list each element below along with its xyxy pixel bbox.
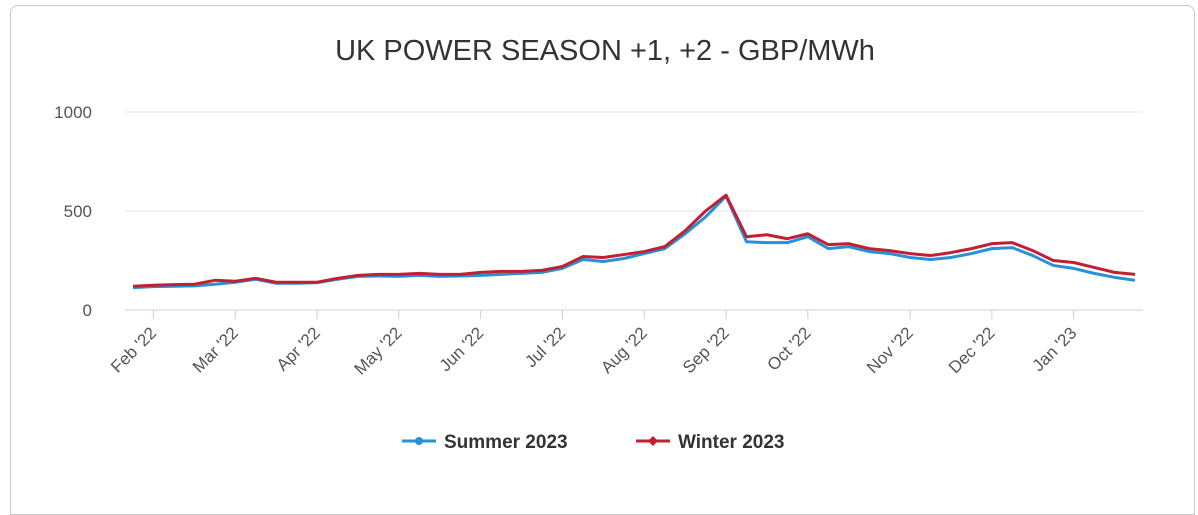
- x-tick-label: Aug '22: [597, 323, 651, 377]
- legend-label: Summer 2023: [444, 432, 568, 453]
- x-tick-label: Dec '22: [945, 323, 999, 377]
- x-tick-label: Jun '22: [436, 323, 488, 375]
- x-tick-label: Apr '22: [273, 323, 324, 374]
- legend-marker: [415, 437, 423, 445]
- x-tick-label: Jul '22: [521, 323, 569, 371]
- y-tick-label: 500: [64, 202, 92, 221]
- legend-marker: [648, 436, 658, 446]
- y-tick-label: 1000: [54, 103, 92, 122]
- legend-label: Winter 2023: [678, 432, 785, 453]
- x-tick-label: Feb '22: [107, 323, 160, 376]
- x-tick-label: Oct '22: [764, 323, 815, 374]
- chart-title: UK POWER SEASON +1, +2 - GBP/MWh: [335, 35, 875, 67]
- x-tick-label: May '22: [351, 323, 406, 378]
- series-line: [132, 194, 1136, 290]
- x-tick-label: Jan '23: [1029, 323, 1081, 375]
- x-tick-label: Sep '22: [679, 323, 733, 377]
- y-tick-label: 0: [83, 301, 92, 320]
- x-tick-label: Nov '22: [863, 323, 917, 377]
- x-tick-label: Mar '22: [189, 323, 242, 376]
- series-line: [132, 193, 1136, 288]
